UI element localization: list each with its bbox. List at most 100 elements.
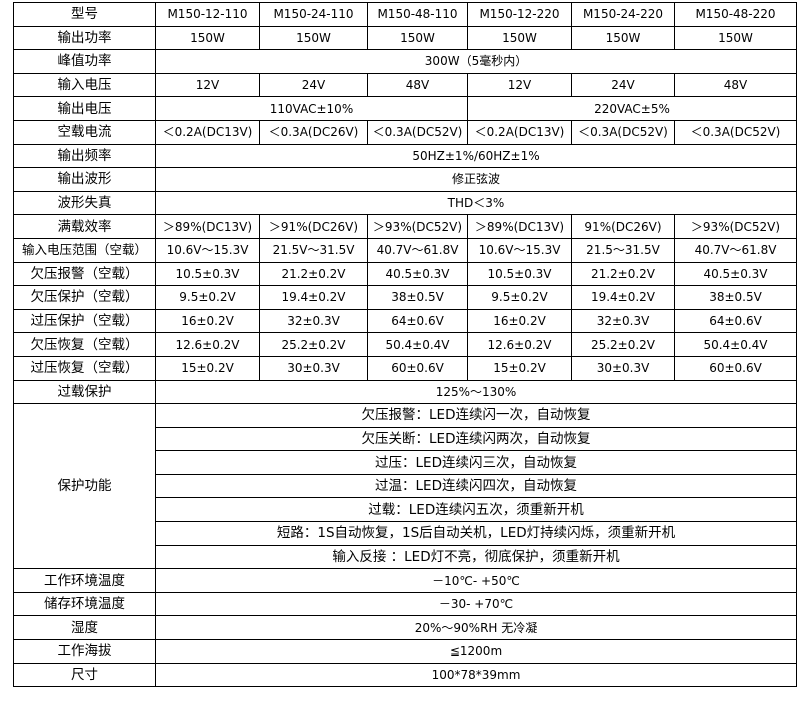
table-cell: 19.4±0.2V xyxy=(571,285,675,310)
table-cell: 9.5±0.2V xyxy=(155,285,260,310)
table-cell: M150-24-220 xyxy=(571,2,675,27)
table-cell: 32±0.3V xyxy=(259,308,368,334)
table-cell: 220VAC±5% xyxy=(467,96,797,121)
protection-item: 短路：1S自动恢复，1S后自动关机，LED灯持续闪烁，须重新开机 xyxy=(155,521,797,546)
row-label: 湿度 xyxy=(13,615,156,641)
table-cell: ＞89%(DC13V) xyxy=(155,214,260,239)
table-cell: 30±0.3V xyxy=(571,355,675,381)
table-cell: 64±0.6V xyxy=(674,308,797,334)
row-label: 输出频率 xyxy=(13,143,156,169)
table-cell: ＞93%(DC52V) xyxy=(367,214,468,239)
table-cell: 20%～90%RH 无冷凝 xyxy=(155,615,797,641)
table-row: 过压保护（空载） 16±0.2V 32±0.3V 64±0.6V 16±0.2V 32±0… xyxy=(13,308,797,334)
protection-row: 过载：LED连续闪五次，须重新开机 xyxy=(14,497,797,523)
table-row: 型号 M150-12-110 M150-24-110 M150-48-110 M150-… xyxy=(13,2,797,27)
table-row: 欠压报警（空载） 10.5±0.3V 21.2±0.2V 40.5±0.3V 10.5±… xyxy=(13,261,797,287)
protection-row: 输入反接 ：LED灯不亮，彻底保护，须重新开机 xyxy=(14,544,797,570)
table-cell: ＜0.3A(DC26V) xyxy=(259,119,368,145)
table-cell: 110VAC±10% xyxy=(155,96,468,121)
row-label: 峰值功率 xyxy=(13,49,156,74)
table-row: 波形失真 THD＜3% xyxy=(13,190,797,216)
protection-item: 过压：LED连续闪三次，自动恢复 xyxy=(155,450,797,475)
protection-row: 欠压关断：LED连续闪两次，自动恢复 xyxy=(14,426,797,452)
table-cell: ＜0.3A(DC52V) xyxy=(367,119,468,145)
table-cell: 10.5±0.3V xyxy=(155,261,260,287)
table-cell: 50.4±0.4V xyxy=(367,332,468,357)
table-row: 空载电流 ＜0.2A(DC13V) ＜0.3A(DC26V) ＜0.3A(DC52V)… xyxy=(13,119,797,145)
table-cell: 60±0.6V xyxy=(367,355,468,381)
row-label: 工作海拔 xyxy=(13,639,156,664)
table-cell: 48V xyxy=(674,72,797,98)
table-cell: THD＜3% xyxy=(155,190,797,216)
table-cell: 300W（5毫秒内） xyxy=(155,49,797,74)
table-cell: ＜0.3A(DC52V) xyxy=(571,119,675,145)
table-cell: 21.5V～31.5V xyxy=(259,237,368,263)
table-cell: 38±0.5V xyxy=(367,285,468,310)
table-cell: 150W xyxy=(155,25,260,51)
table-row: 湿度 20%～90%RH 无冷凝 xyxy=(13,615,797,641)
table-cell: 16±0.2V xyxy=(155,308,260,334)
table-cell: 30±0.3V xyxy=(259,355,368,381)
table-cell: 24V xyxy=(571,72,675,98)
row-label: 过载保护 xyxy=(13,379,156,405)
table-cell: 15±0.2V xyxy=(467,355,572,381)
table-cell: 40.5±0.3V xyxy=(367,261,468,287)
table-row: 过载保护 125%～130% xyxy=(13,379,797,405)
table-row: 工作海拔 ≦1200m xyxy=(13,639,797,664)
table-cell: 40.7V～61.8V xyxy=(674,237,797,263)
table-row: 过压恢复（空载） 15±0.2V 30±0.3V 60±0.6V 15±0.2V 30±0… xyxy=(13,355,797,381)
protection-item: 过温：LED连续闪四次，自动恢复 xyxy=(155,473,797,499)
table-cell: 10.5±0.3V xyxy=(467,261,572,287)
row-label: 输出波形 xyxy=(13,167,156,192)
table-row: 尺寸 100*78*39mm xyxy=(13,662,797,688)
spec-table: 型号 M150-12-110 M150-24-110 M150-48-110 M150-… xyxy=(13,2,797,688)
table-row: 储存环境温度 －30- +70℃ xyxy=(13,591,797,617)
table-cell: 9.5±0.2V xyxy=(467,285,572,310)
row-label: 过压保护（空载） xyxy=(13,308,156,334)
table-cell: 10.6V～15.3V xyxy=(467,237,572,263)
table-row: 输出波形 修正弦波 xyxy=(13,167,797,192)
table-cell: 40.7V～61.8V xyxy=(367,237,468,263)
table-cell: 21.2±0.2V xyxy=(259,261,368,287)
row-label: 尺寸 xyxy=(13,662,156,688)
table-cell: －10℃- +50℃ xyxy=(155,568,797,593)
table-row: 峰值功率 300W（5毫秒内） xyxy=(13,49,797,74)
row-label: 型号 xyxy=(13,2,156,27)
table-cell: ＜0.3A(DC52V) xyxy=(674,119,797,145)
row-label: 欠压报警（空载） xyxy=(13,261,156,287)
table-cell: ＞93%(DC52V) xyxy=(674,214,797,239)
table-cell: 25.2±0.2V xyxy=(571,332,675,357)
table-cell: 24V xyxy=(259,72,368,98)
table-cell: 12.6±0.2V xyxy=(467,332,572,357)
table-cell: 150W xyxy=(367,25,468,51)
table-cell: 150W xyxy=(467,25,572,51)
table-cell: 50HZ±1%/60HZ±1% xyxy=(155,143,797,169)
row-label: 输出功率 xyxy=(13,25,156,51)
table-cell: M150-48-220 xyxy=(674,2,797,27)
table-cell: M150-12-110 xyxy=(155,2,260,27)
table-cell: 修正弦波 xyxy=(155,167,797,192)
row-label: 满载效率 xyxy=(13,214,156,239)
protection-label: 保护功能 xyxy=(13,403,156,570)
table-cell: 12V xyxy=(155,72,260,98)
table-cell: 100*78*39mm xyxy=(155,662,797,688)
table-row: 输入电压范围（空载） 10.6V～15.3V 21.5V～31.5V 40.7V～61… xyxy=(13,237,797,263)
row-label: 输入电压 xyxy=(13,72,156,98)
table-cell: M150-24-110 xyxy=(259,2,368,27)
row-label: 空载电流 xyxy=(13,119,156,145)
table-cell: 12.6±0.2V xyxy=(155,332,260,357)
table-cell: 15±0.2V xyxy=(155,355,260,381)
table-cell: 150W xyxy=(259,25,368,51)
table-cell: 64±0.6V xyxy=(367,308,468,334)
protection-item: 欠压关断：LED连续闪两次，自动恢复 xyxy=(155,426,797,452)
protection-row: 过温：LED连续闪四次，自动恢复 xyxy=(14,473,797,499)
table-cell: ＞91%(DC26V) xyxy=(259,214,368,239)
table-cell: 16±0.2V xyxy=(467,308,572,334)
row-label: 过压恢复（空载） xyxy=(13,355,156,381)
table-cell: ＜0.2A(DC13V) xyxy=(467,119,572,145)
table-row: 输出电压 110VAC±10% 220VAC±5% xyxy=(13,96,797,121)
table-cell: 40.5±0.3V xyxy=(674,261,797,287)
row-label: 欠压保护（空载） xyxy=(13,285,156,310)
row-label: 欠压恢复（空载） xyxy=(13,332,156,357)
table-row: 欠压保护（空载） 9.5±0.2V 19.4±0.2V 38±0.5V 9.5±0.2V… xyxy=(13,285,797,310)
